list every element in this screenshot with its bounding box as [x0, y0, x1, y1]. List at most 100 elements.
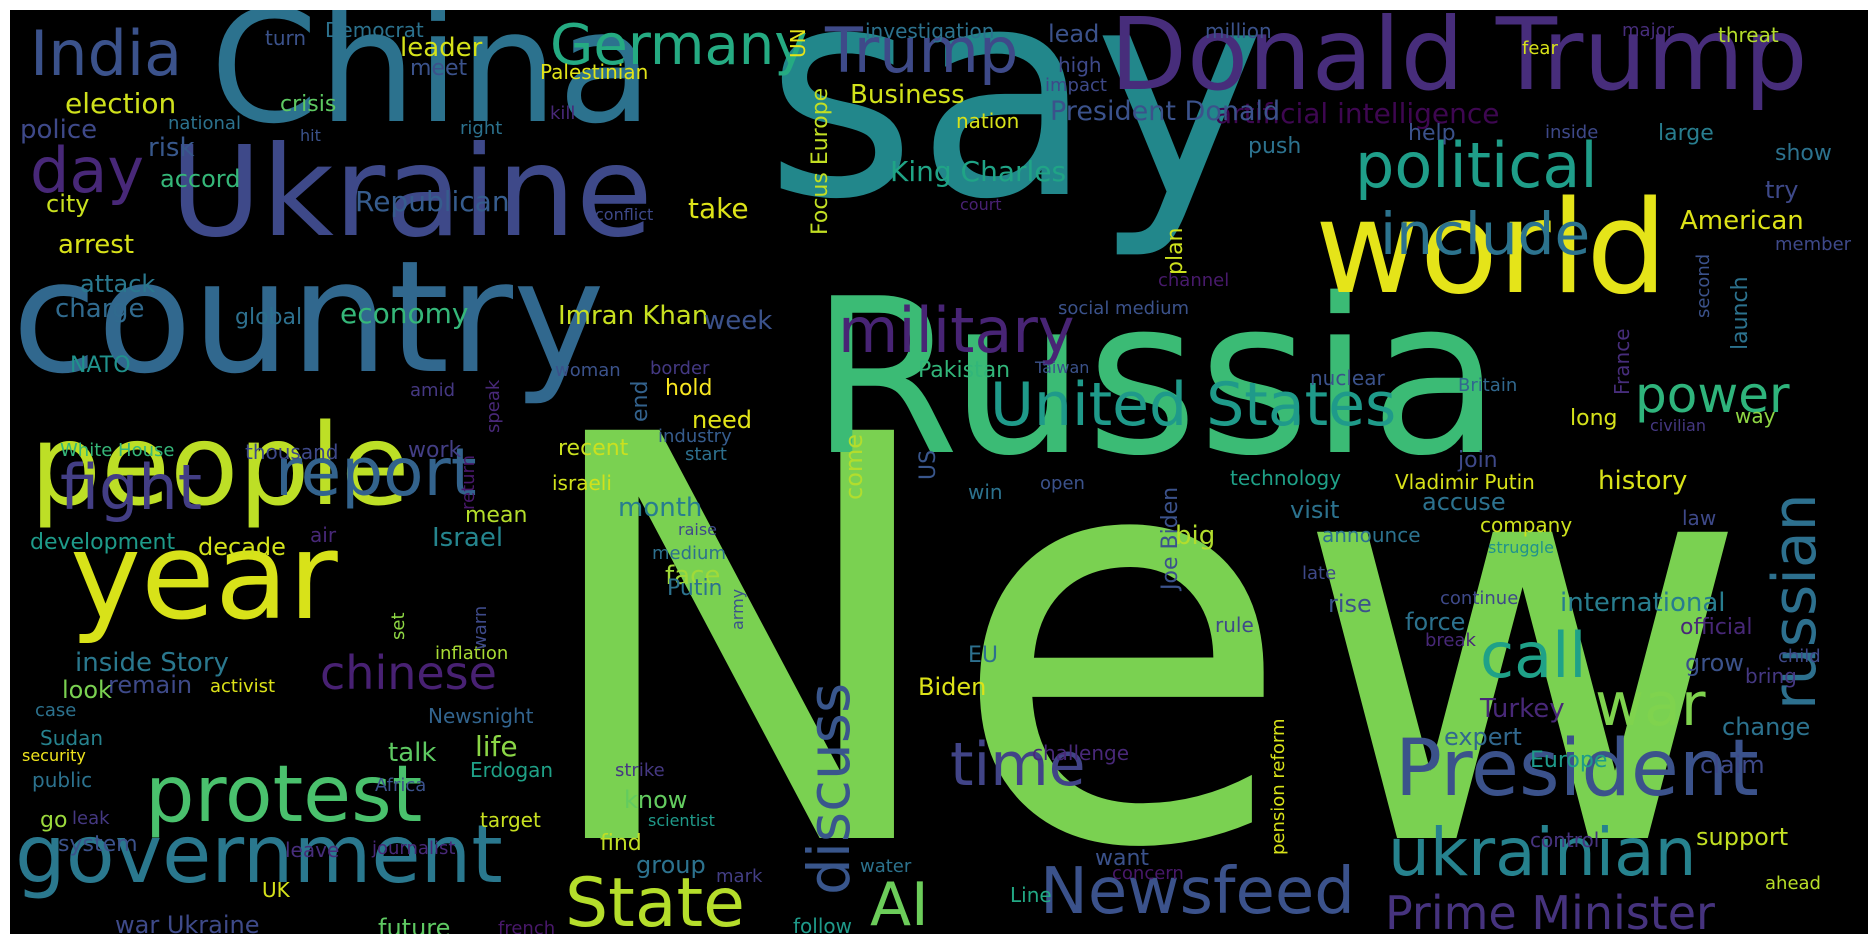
- cloud-word: day: [30, 134, 145, 207]
- cloud-word: Sudan: [40, 726, 103, 750]
- cloud-word: second: [1693, 253, 1714, 318]
- cloud-word: impact: [1045, 75, 1107, 96]
- cloud-word: leader: [400, 33, 483, 63]
- cloud-word: artificial intelligence: [1215, 97, 1500, 130]
- cloud-word: talk: [388, 738, 437, 768]
- cloud-word: Pakistan: [918, 358, 1011, 383]
- cloud-word: France: [1610, 328, 1634, 395]
- cloud-word: leave: [285, 838, 340, 862]
- cloud-word: arrest: [58, 230, 135, 260]
- cloud-word: war: [1595, 670, 1706, 740]
- cloud-word: find: [600, 831, 642, 856]
- cloud-word: try: [1765, 176, 1799, 204]
- cloud-word: threat: [1718, 23, 1779, 47]
- cloud-word: Europe: [1530, 748, 1608, 773]
- cloud-word: decade: [198, 533, 286, 561]
- cloud-word: high: [1058, 53, 1102, 77]
- cloud-word: company: [1480, 513, 1573, 537]
- cloud-word: scientist: [648, 811, 715, 830]
- cloud-word: channel: [1158, 270, 1230, 291]
- cloud-word: ahead: [1765, 873, 1821, 894]
- cloud-word: American: [1680, 206, 1804, 236]
- cloud-word: say: [765, 10, 1266, 263]
- cloud-word: national: [168, 113, 241, 134]
- cloud-word: police: [20, 115, 98, 145]
- cloud-word: political: [1355, 129, 1598, 202]
- cloud-word: take: [688, 192, 749, 225]
- cloud-word: Erdogan: [470, 758, 554, 782]
- cloud-word: public: [32, 768, 93, 792]
- cloud-word: EU: [968, 643, 999, 668]
- cloud-word: election: [65, 87, 177, 120]
- cloud-word: air: [310, 523, 337, 547]
- cloud-word: continue: [1440, 588, 1519, 609]
- cloud-word: meet: [410, 56, 468, 81]
- cloud-word: nation: [956, 109, 1020, 133]
- cloud-word: launch: [1728, 276, 1753, 350]
- cloud-word: show: [1775, 141, 1832, 166]
- cloud-word: military: [838, 294, 1075, 367]
- cloud-word: long: [1570, 406, 1618, 431]
- cloud-word: face: [665, 561, 721, 591]
- cloud-word: global: [235, 305, 303, 330]
- cloud-word: speak: [483, 379, 504, 433]
- cloud-word: life: [475, 730, 518, 763]
- cloud-word: help: [1408, 121, 1456, 146]
- cloud-word: Africa: [375, 775, 427, 796]
- cloud-word: join: [1458, 448, 1498, 473]
- cloud-word: recent: [558, 436, 629, 461]
- cloud-word: United States: [990, 370, 1397, 440]
- cloud-word: control: [1530, 828, 1600, 852]
- cloud-word: medium: [652, 543, 726, 564]
- cloud-word: push: [1248, 134, 1302, 159]
- cloud-word: need: [692, 406, 752, 434]
- cloud-word: social medium: [1058, 298, 1190, 319]
- cloud-word: way: [1735, 404, 1776, 428]
- cloud-word: industry: [658, 426, 732, 447]
- cloud-word: force: [1405, 608, 1466, 636]
- cloud-word: accord: [160, 165, 241, 193]
- cloud-word: claim: [1700, 751, 1765, 779]
- cloud-word: Ukraine: [170, 120, 653, 265]
- cloud-word: leak: [72, 808, 110, 829]
- cloud-word: amid: [410, 380, 455, 401]
- cloud-word: Taiwan: [1035, 358, 1090, 377]
- cloud-word: mark: [716, 866, 763, 887]
- cloud-word: State: [565, 864, 745, 935]
- cloud-word: change: [1722, 713, 1811, 741]
- cloud-word: Germany: [550, 13, 808, 78]
- cloud-word: look: [62, 676, 112, 704]
- cloud-word: hold: [665, 376, 713, 401]
- cloud-word: target: [480, 808, 541, 832]
- cloud-word: discuss: [795, 682, 863, 895]
- cloud-word: know: [624, 786, 688, 814]
- cloud-word: inside Story: [75, 648, 229, 678]
- cloud-word: late: [1302, 563, 1337, 584]
- cloud-word: crisis: [280, 92, 337, 117]
- cloud-word: announce: [1322, 523, 1421, 547]
- cloud-word: woman: [555, 360, 621, 381]
- word-cloud: New say Russia country China Ukraine people Don…: [10, 10, 1868, 934]
- cloud-word: return: [458, 454, 479, 510]
- cloud-word: law: [1682, 506, 1717, 530]
- cloud-word: chinese: [320, 646, 497, 700]
- cloud-word: set: [388, 612, 409, 640]
- cloud-word: concern: [1112, 863, 1184, 884]
- cloud-word: major: [1622, 20, 1674, 41]
- cloud-word: kill: [550, 103, 576, 124]
- cloud-word: week: [704, 306, 773, 336]
- cloud-word: risk: [148, 133, 195, 163]
- cloud-word: Trump: [825, 14, 1019, 87]
- cloud-word: people: [30, 401, 410, 531]
- cloud-word: visit: [1290, 496, 1340, 524]
- cloud-word: case: [35, 700, 77, 721]
- cloud-word: ukrainian: [1388, 814, 1697, 891]
- cloud-word: inside: [1545, 122, 1599, 143]
- cloud-word: war Ukraine: [115, 911, 260, 934]
- cloud-word: go: [40, 808, 68, 833]
- cloud-word: right: [460, 118, 503, 139]
- cloud-word: history: [1598, 466, 1688, 496]
- cloud-word: court: [960, 195, 1002, 214]
- cloud-word: Newsnight: [428, 704, 534, 728]
- cloud-word: israeli: [552, 471, 612, 495]
